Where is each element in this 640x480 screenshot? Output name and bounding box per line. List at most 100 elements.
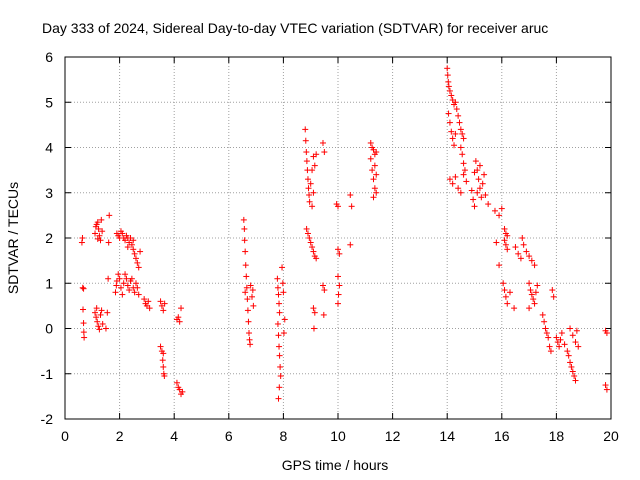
data-point [457,189,464,196]
data-point [569,368,576,375]
data-point [373,189,380,196]
data-point [276,309,283,316]
data-point [482,192,489,199]
data-point [132,280,139,287]
data-point [128,275,135,282]
data-point [542,325,549,332]
data-point [160,363,167,370]
data-point [602,382,609,389]
data-point [130,246,137,253]
data-point [527,287,534,294]
data-point [572,339,579,346]
data-point [249,287,256,294]
data-point [335,291,342,298]
data-point [498,205,505,212]
data-point [135,291,142,298]
data-point [280,289,287,296]
data-point [94,235,101,242]
data-point [449,135,456,142]
y-tick-label: 5 [45,94,53,110]
data-point [500,280,507,287]
data-point [178,305,185,312]
data-point [457,126,464,133]
data-point [302,126,309,133]
data-point [80,306,87,313]
data-point [305,185,312,192]
data-point [493,239,500,246]
x-tick-label: 14 [439,428,455,444]
data-point [531,262,538,269]
data-point [452,173,459,180]
data-point [157,343,164,350]
data-point [520,241,527,248]
data-point [241,225,248,232]
data-point [471,203,478,210]
data-point [472,158,479,165]
data-point [119,230,126,237]
data-point [242,289,249,296]
data-point [371,162,378,169]
data-point [275,332,282,339]
data-point [448,92,455,99]
data-point [367,155,374,162]
data-point [531,300,538,307]
x-tick-label: 12 [385,428,401,444]
data-point [506,289,513,296]
y-tick-label: -2 [41,411,54,427]
data-point [304,230,311,237]
data-point [95,323,102,330]
data-point [573,327,580,334]
x-tick-label: 10 [330,428,346,444]
data-point [470,196,477,203]
data-point [306,235,313,241]
data-point [367,139,374,146]
data-point [175,314,182,321]
data-points [78,65,610,402]
data-point [453,106,460,113]
data-point [564,348,571,355]
data-point [528,257,535,264]
data-point [279,264,286,271]
data-point [311,162,318,169]
data-point [115,271,122,278]
data-point [92,230,99,237]
data-point [79,284,86,291]
data-point [246,330,253,337]
data-point [97,311,104,318]
data-point [124,282,131,289]
data-point [249,293,256,300]
data-point [549,287,556,294]
data-point [504,246,511,253]
data-point [475,176,482,183]
data-point [572,377,579,384]
data-point [309,167,316,174]
data-point [446,176,453,183]
data-point [124,244,131,251]
data-point [373,149,380,156]
data-point [130,237,137,244]
data-point [106,212,113,219]
data-point [123,275,130,282]
data-point [275,291,282,298]
data-point [309,203,316,210]
data-point [281,316,288,323]
y-tick-label: 0 [45,321,53,337]
data-point [479,180,486,187]
data-point [452,130,459,137]
data-point [145,298,152,305]
data-point [132,255,139,262]
data-point [311,309,318,316]
data-point [94,219,101,226]
data-point [245,318,252,325]
data-point [348,203,355,210]
data-point [369,167,376,174]
data-point [173,379,180,386]
chart-title: Day 333 of 2024, Sidereal Day-to-day VTE… [42,20,548,36]
data-point [336,282,343,289]
data-point [528,291,535,298]
data-point [146,305,153,312]
data-point [105,275,112,282]
data-point [303,149,310,156]
data-point [313,151,320,158]
